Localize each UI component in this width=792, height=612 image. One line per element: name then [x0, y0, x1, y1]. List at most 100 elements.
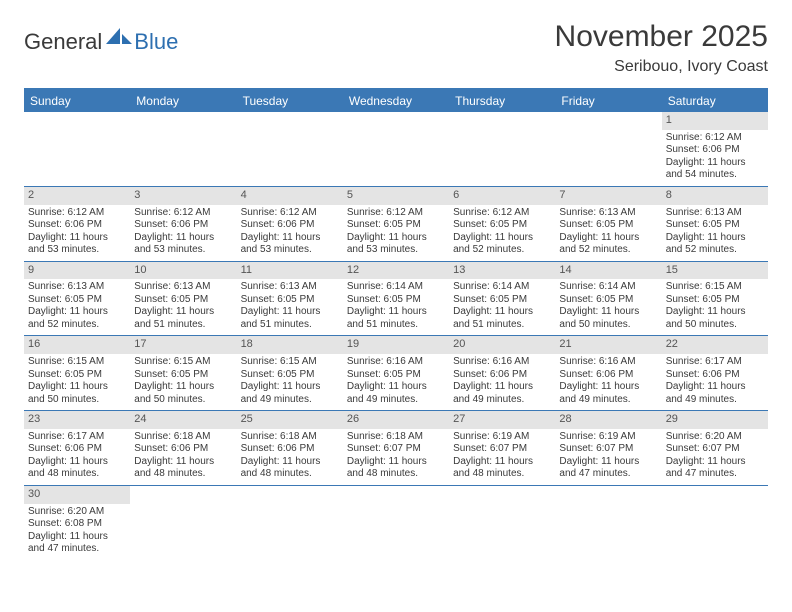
day-cell: 11Sunrise: 6:13 AMSunset: 6:05 PMDayligh… [237, 262, 343, 336]
daylight-text: Daylight: 11 hours and 48 minutes. [28, 456, 126, 481]
daylight-text: Daylight: 11 hours and 54 minutes. [666, 157, 764, 182]
sunrise-text: Sunrise: 6:15 AM [134, 356, 232, 369]
sunrise-text: Sunrise: 6:12 AM [347, 207, 445, 220]
day-number: 7 [555, 187, 661, 205]
week-row: 9Sunrise: 6:13 AMSunset: 6:05 PMDaylight… [24, 262, 768, 337]
day-header: Sunday [24, 90, 130, 112]
day-body: Sunrise: 6:13 AMSunset: 6:05 PMDaylight:… [662, 205, 768, 261]
day-body: Sunrise: 6:16 AMSunset: 6:05 PMDaylight:… [343, 354, 449, 410]
day-number: 29 [662, 411, 768, 429]
sunrise-text: Sunrise: 6:15 AM [666, 281, 764, 294]
day-number: 11 [237, 262, 343, 280]
day-body: Sunrise: 6:16 AMSunset: 6:06 PMDaylight:… [555, 354, 661, 410]
sunrise-text: Sunrise: 6:12 AM [28, 207, 126, 220]
day-body: Sunrise: 6:13 AMSunset: 6:05 PMDaylight:… [555, 205, 661, 261]
day-number: 1 [662, 112, 768, 130]
daylight-text: Daylight: 11 hours and 48 minutes. [134, 456, 232, 481]
header: General Blue November 2025 Seribouo, Ivo… [24, 20, 768, 76]
sunrise-text: Sunrise: 6:14 AM [347, 281, 445, 294]
sunrise-text: Sunrise: 6:16 AM [347, 356, 445, 369]
sunrise-text: Sunrise: 6:16 AM [453, 356, 551, 369]
day-number: 4 [237, 187, 343, 205]
weeks-container: 1Sunrise: 6:12 AMSunset: 6:06 PMDaylight… [24, 112, 768, 560]
daylight-text: Daylight: 11 hours and 49 minutes. [347, 381, 445, 406]
sunset-text: Sunset: 6:06 PM [559, 369, 657, 382]
daylight-text: Daylight: 11 hours and 48 minutes. [453, 456, 551, 481]
sunrise-text: Sunrise: 6:12 AM [453, 207, 551, 220]
daylight-text: Daylight: 11 hours and 50 minutes. [559, 306, 657, 331]
day-body: Sunrise: 6:17 AMSunset: 6:06 PMDaylight:… [662, 354, 768, 410]
day-cell: 10Sunrise: 6:13 AMSunset: 6:05 PMDayligh… [130, 262, 236, 336]
day-body: Sunrise: 6:12 AMSunset: 6:05 PMDaylight:… [343, 205, 449, 261]
day-body: Sunrise: 6:13 AMSunset: 6:05 PMDaylight:… [130, 279, 236, 335]
day-cell: 16Sunrise: 6:15 AMSunset: 6:05 PMDayligh… [24, 336, 130, 410]
day-cell [449, 112, 555, 186]
sunset-text: Sunset: 6:06 PM [453, 369, 551, 382]
day-number: 3 [130, 187, 236, 205]
daylight-text: Daylight: 11 hours and 51 minutes. [134, 306, 232, 331]
day-cell [449, 486, 555, 560]
sunset-text: Sunset: 6:05 PM [453, 294, 551, 307]
day-body: Sunrise: 6:15 AMSunset: 6:05 PMDaylight:… [24, 354, 130, 410]
daylight-text: Daylight: 11 hours and 52 minutes. [559, 232, 657, 257]
sunrise-text: Sunrise: 6:14 AM [453, 281, 551, 294]
sunset-text: Sunset: 6:05 PM [134, 369, 232, 382]
sunrise-text: Sunrise: 6:19 AM [559, 431, 657, 444]
day-body: Sunrise: 6:18 AMSunset: 6:06 PMDaylight:… [130, 429, 236, 485]
sunset-text: Sunset: 6:05 PM [241, 369, 339, 382]
sunrise-text: Sunrise: 6:12 AM [666, 132, 764, 145]
day-cell [130, 112, 236, 186]
day-cell [662, 486, 768, 560]
sunset-text: Sunset: 6:05 PM [241, 294, 339, 307]
day-body: Sunrise: 6:13 AMSunset: 6:05 PMDaylight:… [237, 279, 343, 335]
brand-part1: General [24, 29, 102, 55]
title-block: November 2025 Seribouo, Ivory Coast [555, 20, 768, 76]
day-cell [237, 112, 343, 186]
day-cell: 14Sunrise: 6:14 AMSunset: 6:05 PMDayligh… [555, 262, 661, 336]
week-row: 2Sunrise: 6:12 AMSunset: 6:06 PMDaylight… [24, 187, 768, 262]
sunset-text: Sunset: 6:07 PM [347, 443, 445, 456]
day-number: 30 [24, 486, 130, 504]
daylight-text: Daylight: 11 hours and 48 minutes. [347, 456, 445, 481]
day-cell: 9Sunrise: 6:13 AMSunset: 6:05 PMDaylight… [24, 262, 130, 336]
sunset-text: Sunset: 6:06 PM [28, 443, 126, 456]
day-body: Sunrise: 6:19 AMSunset: 6:07 PMDaylight:… [449, 429, 555, 485]
sunset-text: Sunset: 6:06 PM [134, 443, 232, 456]
sunset-text: Sunset: 6:05 PM [666, 219, 764, 232]
day-body: Sunrise: 6:20 AMSunset: 6:08 PMDaylight:… [24, 504, 130, 560]
day-cell: 19Sunrise: 6:16 AMSunset: 6:05 PMDayligh… [343, 336, 449, 410]
daylight-text: Daylight: 11 hours and 50 minutes. [134, 381, 232, 406]
month-title: November 2025 [555, 20, 768, 54]
sunrise-text: Sunrise: 6:13 AM [559, 207, 657, 220]
day-body: Sunrise: 6:18 AMSunset: 6:07 PMDaylight:… [343, 429, 449, 485]
sunset-text: Sunset: 6:07 PM [666, 443, 764, 456]
day-cell: 29 Sunrise: 6:20 AMSunset: 6:07 PMDayligh… [662, 411, 768, 485]
sunset-text: Sunset: 6:06 PM [241, 443, 339, 456]
day-header: Monday [130, 90, 236, 112]
sunrise-text: Sunrise: 6:20 AM [666, 431, 764, 444]
day-cell: 28Sunrise: 6:19 AMSunset: 6:07 PMDayligh… [555, 411, 661, 485]
day-header-row: Sunday Monday Tuesday Wednesday Thursday… [24, 90, 768, 112]
daylight-text: Daylight: 11 hours and 53 minutes. [28, 232, 126, 257]
calendar: Sunday Monday Tuesday Wednesday Thursday… [24, 88, 768, 560]
sunset-text: Sunset: 6:05 PM [559, 294, 657, 307]
day-header: Tuesday [237, 90, 343, 112]
sunset-text: Sunset: 6:06 PM [666, 369, 764, 382]
day-cell: 23Sunrise: 6:17 AMSunset: 6:06 PMDayligh… [24, 411, 130, 485]
sunrise-text: Sunrise: 6:13 AM [134, 281, 232, 294]
daylight-text: Daylight: 11 hours and 53 minutes. [347, 232, 445, 257]
day-number: 15 [662, 262, 768, 280]
day-number: 20 [449, 336, 555, 354]
daylight-text: Daylight: 11 hours and 51 minutes. [347, 306, 445, 331]
daylight-text: Daylight: 11 hours and 47 minutes. [666, 456, 764, 481]
sunrise-text: Sunrise: 6:18 AM [241, 431, 339, 444]
day-number: 13 [449, 262, 555, 280]
day-cell: 7Sunrise: 6:13 AMSunset: 6:05 PMDaylight… [555, 187, 661, 261]
day-body: Sunrise: 6:15 AMSunset: 6:05 PMDaylight:… [130, 354, 236, 410]
day-number: 16 [24, 336, 130, 354]
day-cell [24, 112, 130, 186]
sunrise-text: Sunrise: 6:12 AM [134, 207, 232, 220]
day-number: 28 [555, 411, 661, 429]
week-row: 30Sunrise: 6:20 AMSunset: 6:08 PMDayligh… [24, 486, 768, 560]
day-cell: 4Sunrise: 6:12 AMSunset: 6:06 PMDaylight… [237, 187, 343, 261]
